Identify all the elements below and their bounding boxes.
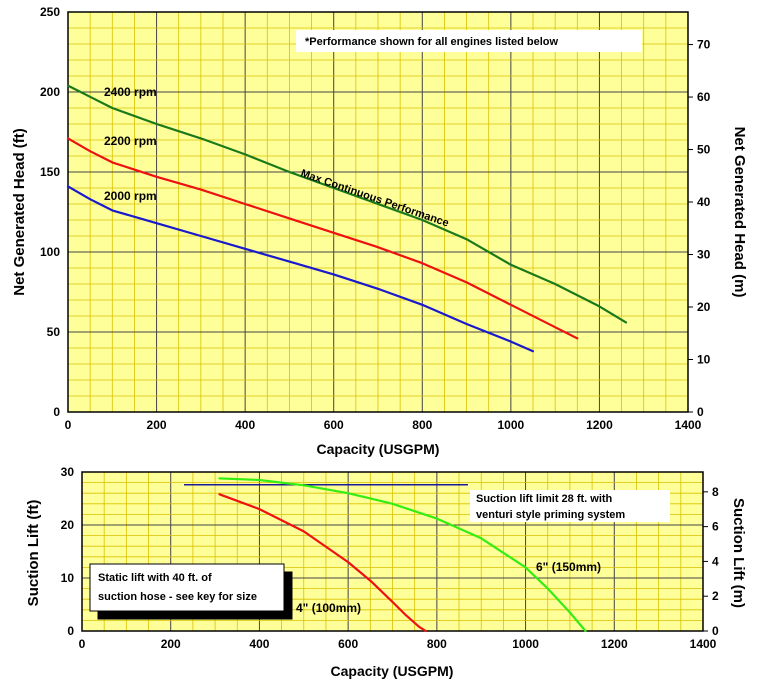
bottom-x-axis-title: Capacity (USGPM) xyxy=(331,663,454,679)
top-y-tick-label: 200 xyxy=(40,85,60,99)
bottom-y2-tick-label: 8 xyxy=(712,485,719,499)
top-y2-tick-label: 10 xyxy=(697,353,711,367)
series-label-2400: 2400 rpm xyxy=(104,85,157,99)
bottom-x-tick-label: 600 xyxy=(338,637,358,651)
top-x-tick-label: 400 xyxy=(235,418,255,432)
top-series-group xyxy=(66,84,628,353)
top-x-tick-label: 800 xyxy=(412,418,432,432)
series-label-6in: 6" (150mm) xyxy=(536,560,601,574)
top-x-tick-label: 600 xyxy=(324,418,344,432)
top-y2-axis-title: Net Generated Head (m) xyxy=(731,127,748,298)
series-label-2200: 2200 rpm xyxy=(104,134,157,148)
bottom-y2-tick-label: 2 xyxy=(712,589,719,603)
top-y2-tick-label: 0 xyxy=(697,405,704,419)
bottom-series-line-0 xyxy=(218,477,587,633)
bottom-x-tick-label: 0 xyxy=(79,637,86,651)
bottom-x-tick-label: 200 xyxy=(161,637,181,651)
bottom-y-tick-labels: 0 10 20 30 xyxy=(61,465,75,638)
top-x-tick-label: 1400 xyxy=(675,418,702,432)
top-performance-note: *Performance shown for all engines liste… xyxy=(305,36,559,48)
bottom-y-tick-label: 30 xyxy=(61,465,75,479)
bottom-y2-axis-title: Suction Lift (m) xyxy=(730,498,747,608)
top-note-box xyxy=(296,30,642,52)
series-label-4in: 4" (100mm) xyxy=(296,601,361,615)
top-y-tick-labels: 0 50 100 150 200 250 xyxy=(40,5,60,419)
top-x-tick-label: 1200 xyxy=(586,418,613,432)
top-y2-tick-label: 70 xyxy=(697,38,711,52)
bottom-y-tick-label: 10 xyxy=(61,571,75,585)
bottom-series-line-1 xyxy=(218,493,427,633)
bottom-y2-tick-label: 4 xyxy=(712,554,719,568)
top-y2-tick-label: 40 xyxy=(697,195,711,209)
bottom-y-axis-title: Suction Lift (ft) xyxy=(25,500,42,607)
bottom-series-group xyxy=(184,477,587,633)
top-x-tick-label: 1000 xyxy=(498,418,525,432)
bottom-y2-tick-labels: 0 2 4 6 8 xyxy=(703,485,719,638)
top-y-tick-label: 0 xyxy=(53,405,60,419)
top-y2-tick-label: 20 xyxy=(697,300,711,314)
bottom-x-tick-label: 1200 xyxy=(601,637,628,651)
head-capacity-chart: 0 200 400 600 800 1000 1200 1400 05010015020025… xyxy=(11,5,748,457)
top-x-tick-label: 200 xyxy=(147,418,167,432)
top-y-axis-title: Net Generated Head (ft) xyxy=(11,128,28,296)
top-y2-tick-label: 30 xyxy=(697,248,711,262)
bottom-y-tick-label: 20 xyxy=(61,518,75,532)
top-y-tick-label: 250 xyxy=(40,5,60,19)
limit-note-line-2: venturi style priming system xyxy=(476,509,625,521)
series-label-2000: 2000 rpm xyxy=(104,189,157,203)
top-series-line-2 xyxy=(66,185,535,353)
top-x-tick-labels: 0 200 400 600 800 1000 1200 1400 xyxy=(65,418,702,432)
top-y-tick-label: 50 xyxy=(47,325,61,339)
top-y2-tick-label: 50 xyxy=(697,143,711,157)
bottom-x-tick-label: 800 xyxy=(427,637,447,651)
top-y2-tick-labels: 0 10 20 30 40 50 60 70 xyxy=(688,38,711,419)
bottom-y-tick-label: 0 xyxy=(67,624,74,638)
bottom-y2-tick-label: 0 xyxy=(712,624,719,638)
bottom-x-tick-label: 400 xyxy=(249,637,269,651)
limit-note-line-1: Suction lift limit 28 ft. with xyxy=(476,493,613,505)
top-x-tick-label: 0 xyxy=(65,418,72,432)
top-plot-border xyxy=(67,11,689,413)
top-y2-tick-label: 60 xyxy=(697,90,711,104)
key-note-line-2: suction hose - see key for size xyxy=(98,591,257,603)
top-x-axis-title: Capacity (USGPM) xyxy=(317,441,440,457)
key-note-box xyxy=(89,563,285,612)
top-series-line-1 xyxy=(66,137,579,340)
limit-note-box xyxy=(470,490,670,522)
bottom-y2-tick-label: 6 xyxy=(712,520,719,534)
top-series-line-0 xyxy=(66,84,628,324)
bottom-x-tick-labels: 0 200 400 600 800 1000 1200 1400 xyxy=(79,637,717,651)
key-note-line-1: Static lift with 40 ft. of xyxy=(98,572,212,584)
top-y-tick-label: 150 xyxy=(40,165,60,179)
bottom-x-tick-label: 1000 xyxy=(512,637,539,651)
bottom-x-tick-label: 1400 xyxy=(690,637,717,651)
bottom-plot-border xyxy=(81,471,704,632)
top-y-tick-label: 100 xyxy=(40,245,60,259)
